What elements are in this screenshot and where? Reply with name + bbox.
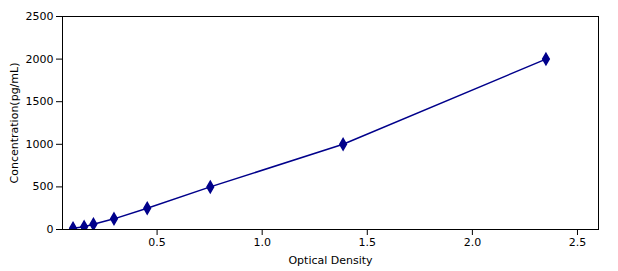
- svg-text:1.5: 1.5: [359, 236, 377, 249]
- svg-text:2500: 2500: [26, 10, 54, 23]
- svg-text:1.0: 1.0: [253, 236, 271, 249]
- svg-text:0: 0: [47, 223, 54, 236]
- svg-text:Concentration(pg/mL): Concentration(pg/mL): [8, 63, 21, 184]
- svg-text:1500: 1500: [26, 95, 54, 108]
- svg-text:2.0: 2.0: [464, 236, 482, 249]
- svg-text:1000: 1000: [26, 138, 54, 151]
- svg-text:2.5: 2.5: [569, 236, 587, 249]
- svg-text:2000: 2000: [26, 53, 54, 66]
- svg-text:Optical Density: Optical Density: [288, 254, 373, 267]
- svg-text:0.5: 0.5: [148, 236, 166, 249]
- svg-text:500: 500: [33, 180, 54, 193]
